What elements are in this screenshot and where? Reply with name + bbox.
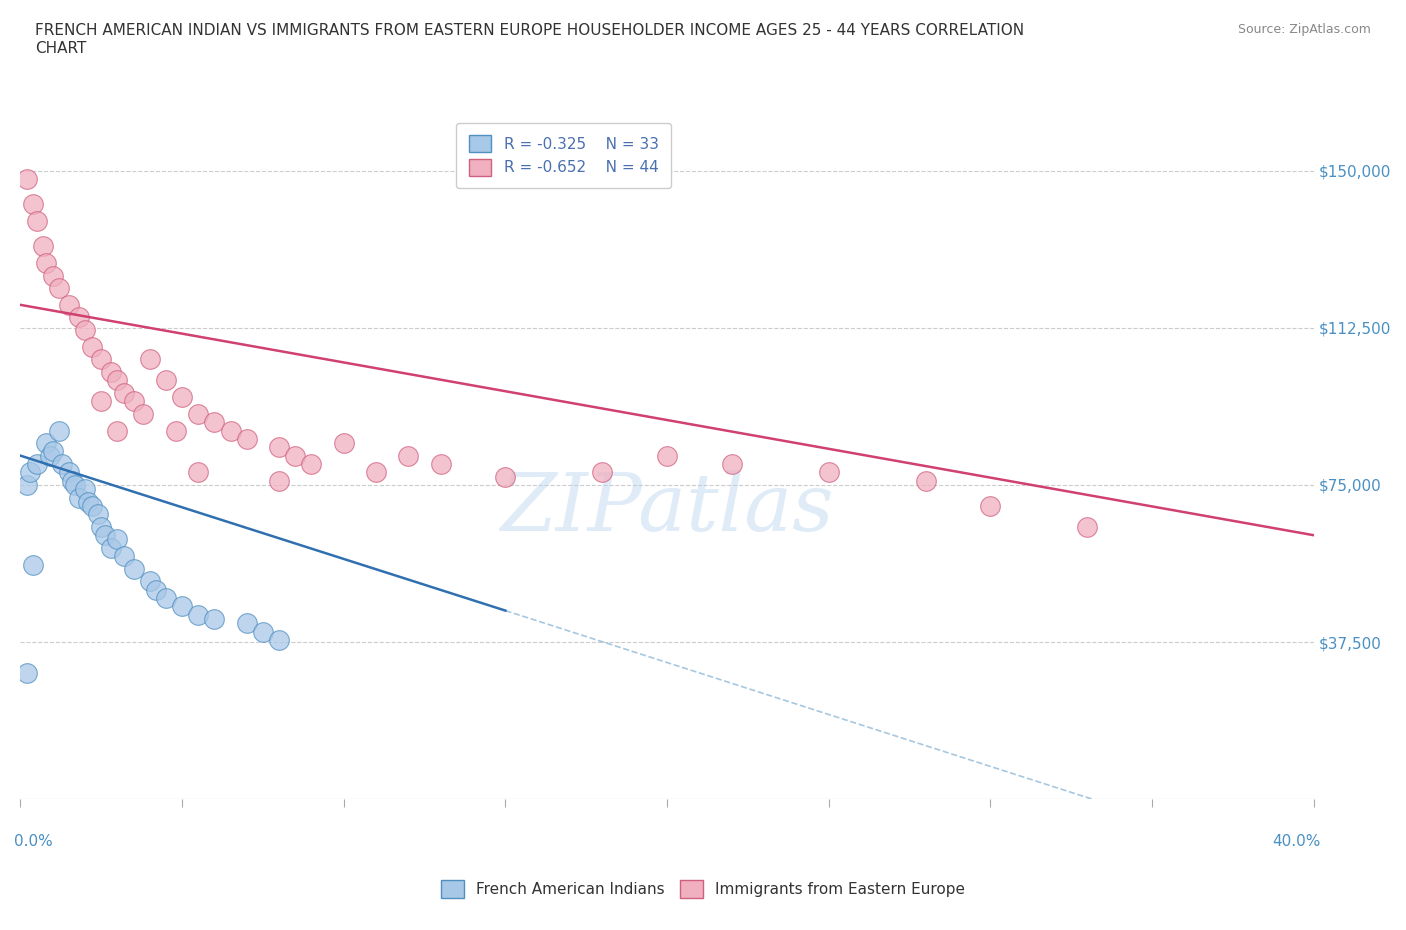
Point bbox=[333, 435, 356, 450]
Point bbox=[18, 465, 41, 480]
Text: FRENCH AMERICAN INDIAN VS IMMIGRANTS FROM EASTERN EUROPE HOUSEHOLDER INCOME AGES: FRENCH AMERICAN INDIAN VS IMMIGRANTS FRO… bbox=[35, 23, 1025, 56]
Point bbox=[655, 448, 678, 463]
Point bbox=[15, 172, 38, 187]
Point bbox=[93, 528, 115, 543]
Point bbox=[75, 482, 97, 497]
Point bbox=[48, 281, 70, 296]
Point bbox=[139, 574, 162, 589]
Point bbox=[429, 457, 451, 472]
Point bbox=[219, 423, 242, 438]
Point bbox=[165, 423, 187, 438]
Point bbox=[90, 520, 112, 535]
Point bbox=[35, 256, 58, 271]
Point bbox=[591, 465, 613, 480]
Point bbox=[145, 582, 167, 597]
Text: Source: ZipAtlas.com: Source: ZipAtlas.com bbox=[1237, 23, 1371, 36]
Point bbox=[139, 352, 162, 366]
Point bbox=[51, 457, 73, 472]
Point bbox=[32, 239, 55, 254]
Point bbox=[155, 373, 177, 388]
Point bbox=[301, 457, 323, 472]
Point bbox=[75, 323, 97, 338]
Point bbox=[58, 298, 80, 312]
Point bbox=[204, 612, 226, 627]
Point bbox=[38, 448, 60, 463]
Point bbox=[65, 477, 87, 492]
Point bbox=[269, 632, 291, 647]
Point bbox=[396, 448, 419, 463]
Point bbox=[494, 469, 516, 484]
Text: 0.0%: 0.0% bbox=[14, 833, 53, 849]
Point bbox=[1076, 520, 1098, 535]
Point bbox=[107, 373, 129, 388]
Point bbox=[42, 268, 65, 283]
Point bbox=[25, 457, 48, 472]
Point bbox=[35, 435, 58, 450]
Point bbox=[187, 607, 209, 622]
Point bbox=[720, 457, 742, 472]
Point bbox=[22, 197, 45, 212]
Point bbox=[122, 562, 145, 577]
Point bbox=[284, 448, 307, 463]
Text: ZIPatlas: ZIPatlas bbox=[501, 470, 834, 548]
Point bbox=[172, 599, 194, 614]
Legend: French American Indians, Immigrants from Eastern Europe: French American Indians, Immigrants from… bbox=[434, 874, 972, 904]
Point bbox=[25, 214, 48, 229]
Point bbox=[252, 624, 274, 639]
Point bbox=[204, 415, 226, 430]
Point bbox=[112, 549, 135, 564]
Point bbox=[269, 473, 291, 488]
Point bbox=[100, 540, 122, 555]
Point bbox=[58, 465, 80, 480]
Point bbox=[112, 385, 135, 400]
Point bbox=[107, 532, 129, 547]
Point bbox=[132, 406, 155, 421]
Point bbox=[80, 339, 103, 354]
Point bbox=[187, 406, 209, 421]
Point bbox=[172, 390, 194, 405]
Point bbox=[67, 490, 90, 505]
Point bbox=[48, 423, 70, 438]
Point bbox=[67, 310, 90, 325]
Point bbox=[90, 352, 112, 366]
Point bbox=[80, 498, 103, 513]
Point bbox=[366, 465, 388, 480]
Point bbox=[269, 440, 291, 455]
Point bbox=[87, 507, 110, 522]
Point bbox=[15, 477, 38, 492]
Point bbox=[155, 591, 177, 605]
Text: 40.0%: 40.0% bbox=[1272, 833, 1320, 849]
Point bbox=[236, 432, 259, 446]
Point bbox=[914, 473, 936, 488]
Point bbox=[15, 666, 38, 681]
Point bbox=[122, 393, 145, 408]
Legend: R = -0.325    N = 33, R = -0.652    N = 44: R = -0.325 N = 33, R = -0.652 N = 44 bbox=[457, 123, 671, 189]
Point bbox=[187, 465, 209, 480]
Point bbox=[42, 444, 65, 458]
Point bbox=[90, 393, 112, 408]
Point bbox=[979, 498, 1001, 513]
Point bbox=[77, 494, 100, 509]
Point bbox=[107, 423, 129, 438]
Point bbox=[60, 473, 83, 488]
Point bbox=[236, 616, 259, 631]
Point bbox=[100, 365, 122, 379]
Point bbox=[22, 557, 45, 572]
Point bbox=[817, 465, 839, 480]
